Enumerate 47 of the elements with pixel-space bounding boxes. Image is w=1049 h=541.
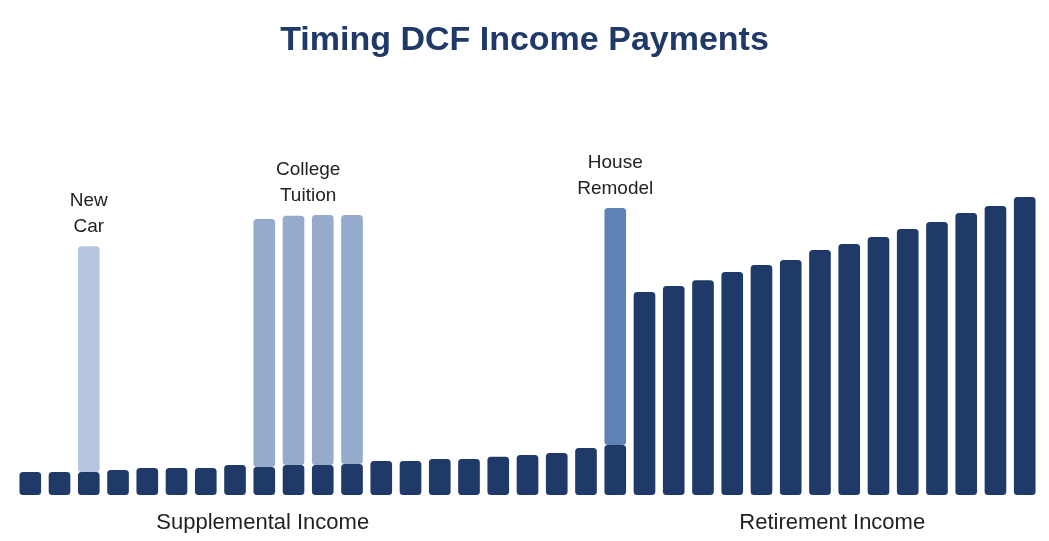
bar: [926, 222, 948, 495]
bar: [341, 464, 363, 495]
bar: [428, 458, 451, 495]
bar: [692, 280, 714, 495]
bar: [604, 208, 627, 445]
bar: [721, 272, 744, 495]
bar: [77, 246, 100, 473]
bar: [77, 472, 100, 495]
bar: [575, 447, 597, 495]
chart-title: Timing DCF Income Payments: [280, 19, 769, 57]
bar: [867, 236, 890, 495]
bar: [341, 214, 363, 465]
series-label: House Remodel: [577, 151, 654, 199]
bar: [165, 467, 188, 495]
bar: [545, 452, 568, 495]
bar: [253, 466, 276, 495]
bar: [19, 472, 42, 495]
bar: [136, 467, 159, 495]
bar: [838, 244, 861, 495]
bar: [1013, 197, 1036, 495]
bar: [311, 464, 334, 495]
bar: [955, 213, 978, 495]
bar: [458, 458, 480, 495]
bar: [282, 215, 305, 465]
bar: [984, 205, 1007, 495]
text: Supplemental Income: [156, 509, 370, 534]
bar: [809, 250, 831, 495]
bar: [399, 461, 422, 495]
bar: [311, 214, 334, 465]
bar: [750, 264, 773, 495]
bar: [604, 444, 627, 495]
bar: [48, 472, 71, 495]
bar: [253, 219, 276, 467]
bar: [662, 286, 685, 495]
bar: [370, 461, 393, 495]
bar: [896, 228, 919, 495]
bar: [633, 292, 656, 495]
bar: [224, 464, 246, 495]
bar: [194, 467, 217, 495]
bar: [107, 469, 129, 495]
series-label: College Tuition: [275, 157, 341, 205]
bar: [516, 455, 539, 495]
bar: [779, 259, 802, 495]
bar: [487, 456, 510, 495]
series-label: New Car: [69, 189, 109, 237]
text: Retirement Income: [739, 509, 926, 534]
bar: [282, 464, 305, 495]
